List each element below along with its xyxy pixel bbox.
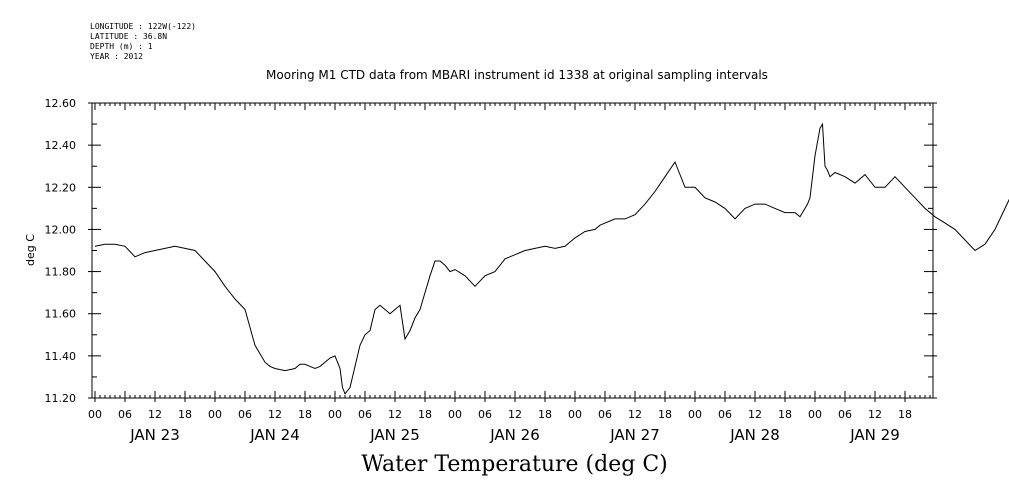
x-hour-label: 18 [898,408,912,421]
x-tick-labels: 00 06 12 18 00 06 12 18 00 06 12 18 00 06 12 18 00 06 12 18… [88,408,912,421]
x-hour-label: 00 [688,408,702,421]
x-hour-label: 18 [538,408,552,421]
year-label: YEAR : 2012 [90,52,143,61]
station-metadata: LONGITUDE : 122W(-122) LATITUDE : 36.8N … [90,22,196,62]
x-hour-label: 18 [658,408,672,421]
x-hour-label: 06 [358,408,372,421]
y-tick-label: 11.80 [45,266,77,279]
x-day-label: JAN 28 [729,426,780,444]
x-hour-label: 06 [118,408,132,421]
x-hour-label: 00 [208,408,222,421]
y-tick-label: 11.60 [45,308,77,321]
x-hour-label: 06 [598,408,612,421]
x-hour-label: 12 [268,408,282,421]
x-hour-label: 06 [718,408,732,421]
x-hour-label: 18 [418,408,432,421]
x-hour-label: 12 [388,408,402,421]
x-hour-label: 12 [868,408,882,421]
x-hour-label: 12 [148,408,162,421]
tick-marks [88,102,937,402]
depth-label: DEPTH (m) : 1 [90,42,153,51]
x-hour-label: 18 [298,408,312,421]
x-day-label: JAN 24 [249,426,300,444]
x-hour-label: 12 [508,408,522,421]
x-hour-label: 00 [328,408,342,421]
x-hour-label: 12 [748,408,762,421]
x-hour-label: 18 [778,408,792,421]
y-tick-label: 12.60 [45,97,77,110]
x-hour-label: 00 [88,408,102,421]
y-tick-labels: 12.60 12.40 12.20 12.00 11.80 11.60 11.40 11.20 [45,97,77,405]
x-hour-label: 06 [238,408,252,421]
x-hour-label: 00 [448,408,462,421]
series-line [94,122,1009,395]
latitude-label: LATITUDE : 36.8N [90,32,168,41]
x-day-label: JAN 25 [369,426,420,444]
x-day-label: JAN 27 [609,426,660,444]
y-tick-label: 12.20 [45,181,77,194]
x-day-labels: JAN 23 JAN 24 JAN 25 JAN 26 JAN 27 JAN 28 JAN … [129,426,900,444]
y-axis-label: deg C [24,234,37,266]
y-tick-label: 11.20 [45,392,77,405]
y-tick-label: 12.40 [45,139,77,152]
y-tick-label: 12.00 [45,223,77,236]
x-hour-label: 00 [568,408,582,421]
plot-frame [91,102,934,399]
chart-title: Mooring M1 CTD data from MBARI instrumen… [266,68,768,82]
x-hour-label: 06 [838,408,852,421]
longitude-label: LONGITUDE : 122W(-122) [90,22,196,31]
y-tick-label: 11.40 [45,350,77,363]
figure-caption: Water Temperature (deg C) [361,452,668,477]
x-day-label: JAN 23 [129,426,180,444]
x-hour-label: 06 [478,408,492,421]
x-hour-label: 00 [808,408,822,421]
x-hour-label: 18 [178,408,192,421]
x-day-label: JAN 29 [849,426,900,444]
x-day-label: JAN 26 [489,426,540,444]
x-hour-label: 12 [628,408,642,421]
